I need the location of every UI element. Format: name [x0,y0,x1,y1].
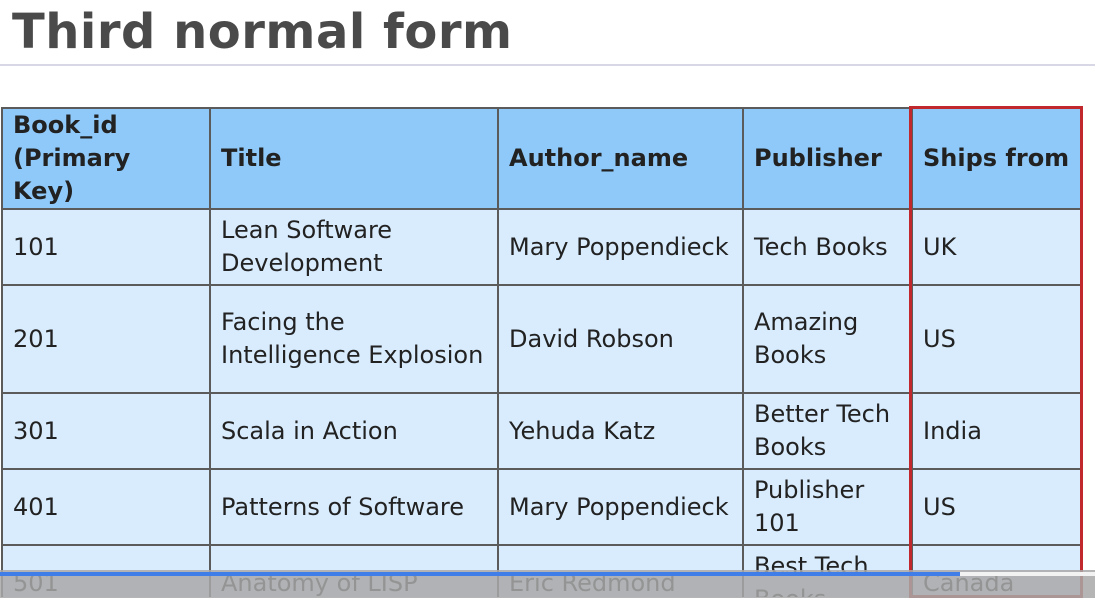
cell-publisher: Tech Books [742,208,913,286]
title-divider [0,64,1095,66]
books-table-container: Book_id (Primary Key) Title Author_name … [1,107,1081,597]
cell-title: Lean Software Development [209,208,499,286]
cell-ships-from: UK [911,208,1081,286]
header-title-label: Title [221,144,282,172]
table-header-row: Book_id (Primary Key) Title Author_name … [1,107,1081,210]
cell-author-name: Mary Poppendieck [497,468,744,546]
header-ships-from-label: Ships from [923,144,1070,172]
cell-publisher: Publisher 101 [742,468,913,546]
cell-author-name: Yehuda Katz [497,392,744,470]
cell-publisher: Amazing Books [742,284,913,394]
cell-title: Patterns of Software [209,468,499,546]
header-author-name: Author_name [497,107,744,210]
table-row: 201 Facing the Intelligence Explosion Da… [1,284,1081,394]
header-book-id: Book_id (Primary Key) [1,107,211,210]
header-publisher: Publisher [742,107,913,210]
cell-author-name: Mary Poppendieck [497,208,744,286]
header-book-id-label: Book_id (Primary Key) [13,111,131,205]
cell-title: Facing the Intelligence Explosion [209,284,499,394]
header-title: Title [209,107,499,210]
cell-book-id: 101 [1,208,211,286]
books-table: Book_id (Primary Key) Title Author_name … [1,107,1081,597]
cell-ships-from: India [911,392,1081,470]
cell-book-id: 401 [1,468,211,546]
cell-publisher: Better Tech Books [742,392,913,470]
cell-book-id: 201 [1,284,211,394]
table-row: 301 Scala in Action Yehuda Katz Better T… [1,392,1081,470]
header-author-name-label: Author_name [509,144,689,172]
video-progress-remaining[interactable] [960,572,1095,576]
cell-author-name: David Robson [497,284,744,394]
cell-book-id: 301 [1,392,211,470]
table-row: 401 Patterns of Software Mary Poppendiec… [1,468,1081,546]
table-row: 101 Lean Software Development Mary Poppe… [1,208,1081,286]
cell-title: Scala in Action [209,392,499,470]
header-publisher-label: Publisher [754,144,882,172]
video-progress-fill[interactable] [0,572,960,576]
cell-ships-from: US [911,468,1081,546]
slide-title: Third normal form [12,4,513,60]
cell-ships-from: US [911,284,1081,394]
header-ships-from: Ships from [911,107,1081,210]
